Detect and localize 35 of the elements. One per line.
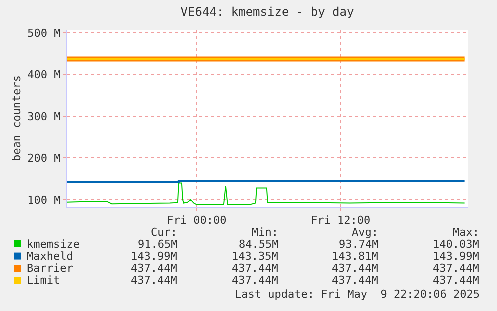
y-tick-label: 100 M: [28, 194, 62, 207]
y-tick-label: 200 M: [28, 152, 62, 166]
x-tick-label: Fri 12:00: [311, 214, 371, 228]
text: 143.99M: [131, 250, 178, 263]
text: 437.44M: [332, 262, 379, 275]
text: 437.44M: [232, 274, 279, 287]
legend-label: kmemsize: [27, 238, 80, 251]
text: 437.44M: [131, 274, 178, 287]
text: 93.74M: [339, 238, 380, 251]
text: 84.55M: [239, 238, 280, 251]
x-tick-label: Fri 00:00: [167, 214, 227, 228]
text: Cur:: [151, 226, 178, 239]
text: 437.44M: [131, 262, 178, 275]
text: Last update: Fri May 9 22:20:06 2025: [235, 288, 480, 301]
y-tick-label: 400 M: [28, 68, 62, 82]
chart-title: VE644: kmemsize - by day: [180, 5, 354, 20]
text: 91.65M: [138, 238, 178, 251]
text: 143.35M: [232, 250, 279, 263]
legend-label: Barrier: [27, 262, 74, 275]
legend-label: Limit: [27, 274, 60, 287]
y-axis-title: bean counters: [10, 75, 24, 162]
text: 143.99M: [433, 250, 480, 263]
text: Min:: [252, 226, 278, 239]
y-tick-label: 300 M: [28, 110, 62, 124]
text: 140.03M: [433, 238, 480, 251]
text: 437.44M: [433, 262, 480, 275]
line-series: [67, 182, 466, 206]
y-tick-label: 500 M: [28, 26, 62, 40]
text: 437.44M: [433, 274, 480, 287]
text: Max:: [453, 226, 480, 239]
text: 437.44M: [232, 262, 279, 275]
text: 437.44M: [332, 274, 379, 287]
text: 143.81M: [332, 250, 379, 263]
text: Avg:: [352, 226, 378, 239]
legend-label: Maxheld: [27, 250, 74, 263]
